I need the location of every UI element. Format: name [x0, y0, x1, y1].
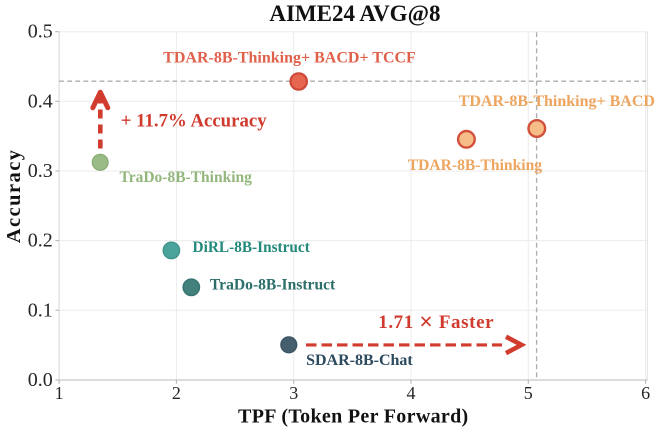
svg-text:DiRL-8B-Instruct: DiRL-8B-Instruct — [193, 239, 311, 256]
svg-text:0.0: 0.0 — [28, 369, 53, 391]
svg-text:1: 1 — [55, 383, 64, 403]
svg-text:0.3: 0.3 — [28, 160, 53, 182]
svg-text:0.1: 0.1 — [28, 299, 53, 321]
svg-text:TDAR-8B-Thinking+ BACD+ TCCF: TDAR-8B-Thinking+ BACD+ TCCF — [163, 49, 416, 66]
svg-text:6: 6 — [641, 383, 650, 403]
svg-text:0.5: 0.5 — [28, 21, 53, 43]
svg-text:SDAR-8B-Chat: SDAR-8B-Chat — [306, 352, 413, 369]
svg-text:+ 11.7% Accuracy: + 11.7% Accuracy — [121, 111, 267, 132]
svg-text:2: 2 — [172, 383, 181, 403]
svg-text:5: 5 — [524, 383, 533, 403]
svg-text:TPF (Token Per Forward): TPF (Token Per Forward) — [238, 406, 469, 428]
svg-text:0.2: 0.2 — [28, 230, 53, 252]
svg-text:Accuracy: Accuracy — [3, 149, 25, 244]
svg-text:0.4: 0.4 — [28, 90, 53, 112]
svg-text:TraDo-8B-Thinking: TraDo-8B-Thinking — [120, 169, 253, 186]
svg-text:TDAR-8B-Thinking+ BACD: TDAR-8B-Thinking+ BACD — [459, 93, 655, 110]
svg-text:AIME24 AVG@8: AIME24 AVG@8 — [269, 1, 440, 27]
svg-text:1.71 × Faster: 1.71 × Faster — [378, 310, 494, 336]
svg-text:3: 3 — [289, 383, 298, 403]
svg-text:TDAR-8B-Thinking: TDAR-8B-Thinking — [408, 157, 543, 174]
svg-text:TraDo-8B-Instruct: TraDo-8B-Instruct — [210, 277, 336, 294]
svg-text:4: 4 — [407, 383, 416, 403]
